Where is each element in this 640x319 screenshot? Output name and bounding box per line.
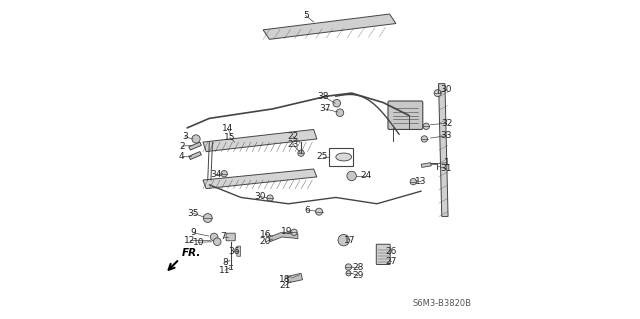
Text: 33: 33 <box>441 131 452 140</box>
Ellipse shape <box>336 153 351 161</box>
Text: 38: 38 <box>317 92 329 101</box>
Circle shape <box>213 238 221 246</box>
Polygon shape <box>438 84 448 216</box>
Text: 23: 23 <box>287 140 299 149</box>
Circle shape <box>211 233 218 241</box>
Circle shape <box>423 123 429 130</box>
Text: 9: 9 <box>191 228 196 237</box>
Text: 27: 27 <box>385 257 397 266</box>
Circle shape <box>221 171 227 177</box>
Circle shape <box>347 171 356 181</box>
Text: 29: 29 <box>352 271 364 280</box>
Text: 21: 21 <box>279 281 291 291</box>
Text: 5: 5 <box>303 11 308 20</box>
Text: 18: 18 <box>279 275 291 284</box>
FancyBboxPatch shape <box>388 101 423 130</box>
Text: 8: 8 <box>222 258 228 267</box>
Circle shape <box>298 150 304 156</box>
Text: 7: 7 <box>221 233 227 241</box>
Polygon shape <box>203 130 317 152</box>
Text: 32: 32 <box>441 119 452 128</box>
Polygon shape <box>203 169 317 189</box>
Text: 13: 13 <box>415 177 427 186</box>
Circle shape <box>421 136 428 142</box>
Circle shape <box>291 229 297 235</box>
Circle shape <box>434 90 441 97</box>
Text: 25: 25 <box>317 152 328 161</box>
Text: 22: 22 <box>287 132 299 141</box>
Circle shape <box>316 208 323 215</box>
Polygon shape <box>263 14 396 39</box>
Circle shape <box>338 234 349 246</box>
Text: 4: 4 <box>179 152 184 161</box>
Text: 3: 3 <box>182 132 188 141</box>
Circle shape <box>192 135 200 143</box>
Text: S6M3-B3820B: S6M3-B3820B <box>413 299 472 308</box>
Text: 11: 11 <box>220 266 231 275</box>
Circle shape <box>333 100 340 107</box>
Text: 30: 30 <box>441 85 452 94</box>
Circle shape <box>410 178 417 185</box>
Text: 26: 26 <box>385 247 397 256</box>
Text: 12: 12 <box>184 236 195 245</box>
Text: 1: 1 <box>444 158 449 167</box>
Circle shape <box>346 264 351 270</box>
Circle shape <box>204 214 212 222</box>
Text: 30: 30 <box>254 192 266 201</box>
Polygon shape <box>287 273 303 283</box>
Circle shape <box>336 109 344 116</box>
Polygon shape <box>269 232 298 242</box>
Circle shape <box>267 195 273 201</box>
Text: 16: 16 <box>260 230 271 239</box>
Text: 34: 34 <box>211 170 222 179</box>
Text: 20: 20 <box>260 237 271 246</box>
Text: 36: 36 <box>228 247 240 256</box>
Text: 15: 15 <box>224 133 236 142</box>
Polygon shape <box>189 152 202 160</box>
Text: 10: 10 <box>193 238 204 247</box>
Text: 28: 28 <box>352 263 364 272</box>
Text: 2: 2 <box>179 142 184 151</box>
Text: 14: 14 <box>222 124 234 133</box>
Circle shape <box>346 271 351 276</box>
Polygon shape <box>421 163 431 167</box>
Text: 6: 6 <box>305 206 310 215</box>
FancyBboxPatch shape <box>237 246 241 256</box>
Text: 17: 17 <box>344 236 356 245</box>
Polygon shape <box>189 142 202 150</box>
Text: 37: 37 <box>319 104 330 113</box>
Text: FR.: FR. <box>182 248 201 258</box>
FancyBboxPatch shape <box>376 244 390 264</box>
Text: 24: 24 <box>360 171 371 181</box>
FancyBboxPatch shape <box>226 233 236 241</box>
Text: 19: 19 <box>281 227 292 236</box>
Text: 35: 35 <box>188 209 199 218</box>
Text: 31: 31 <box>441 165 452 174</box>
